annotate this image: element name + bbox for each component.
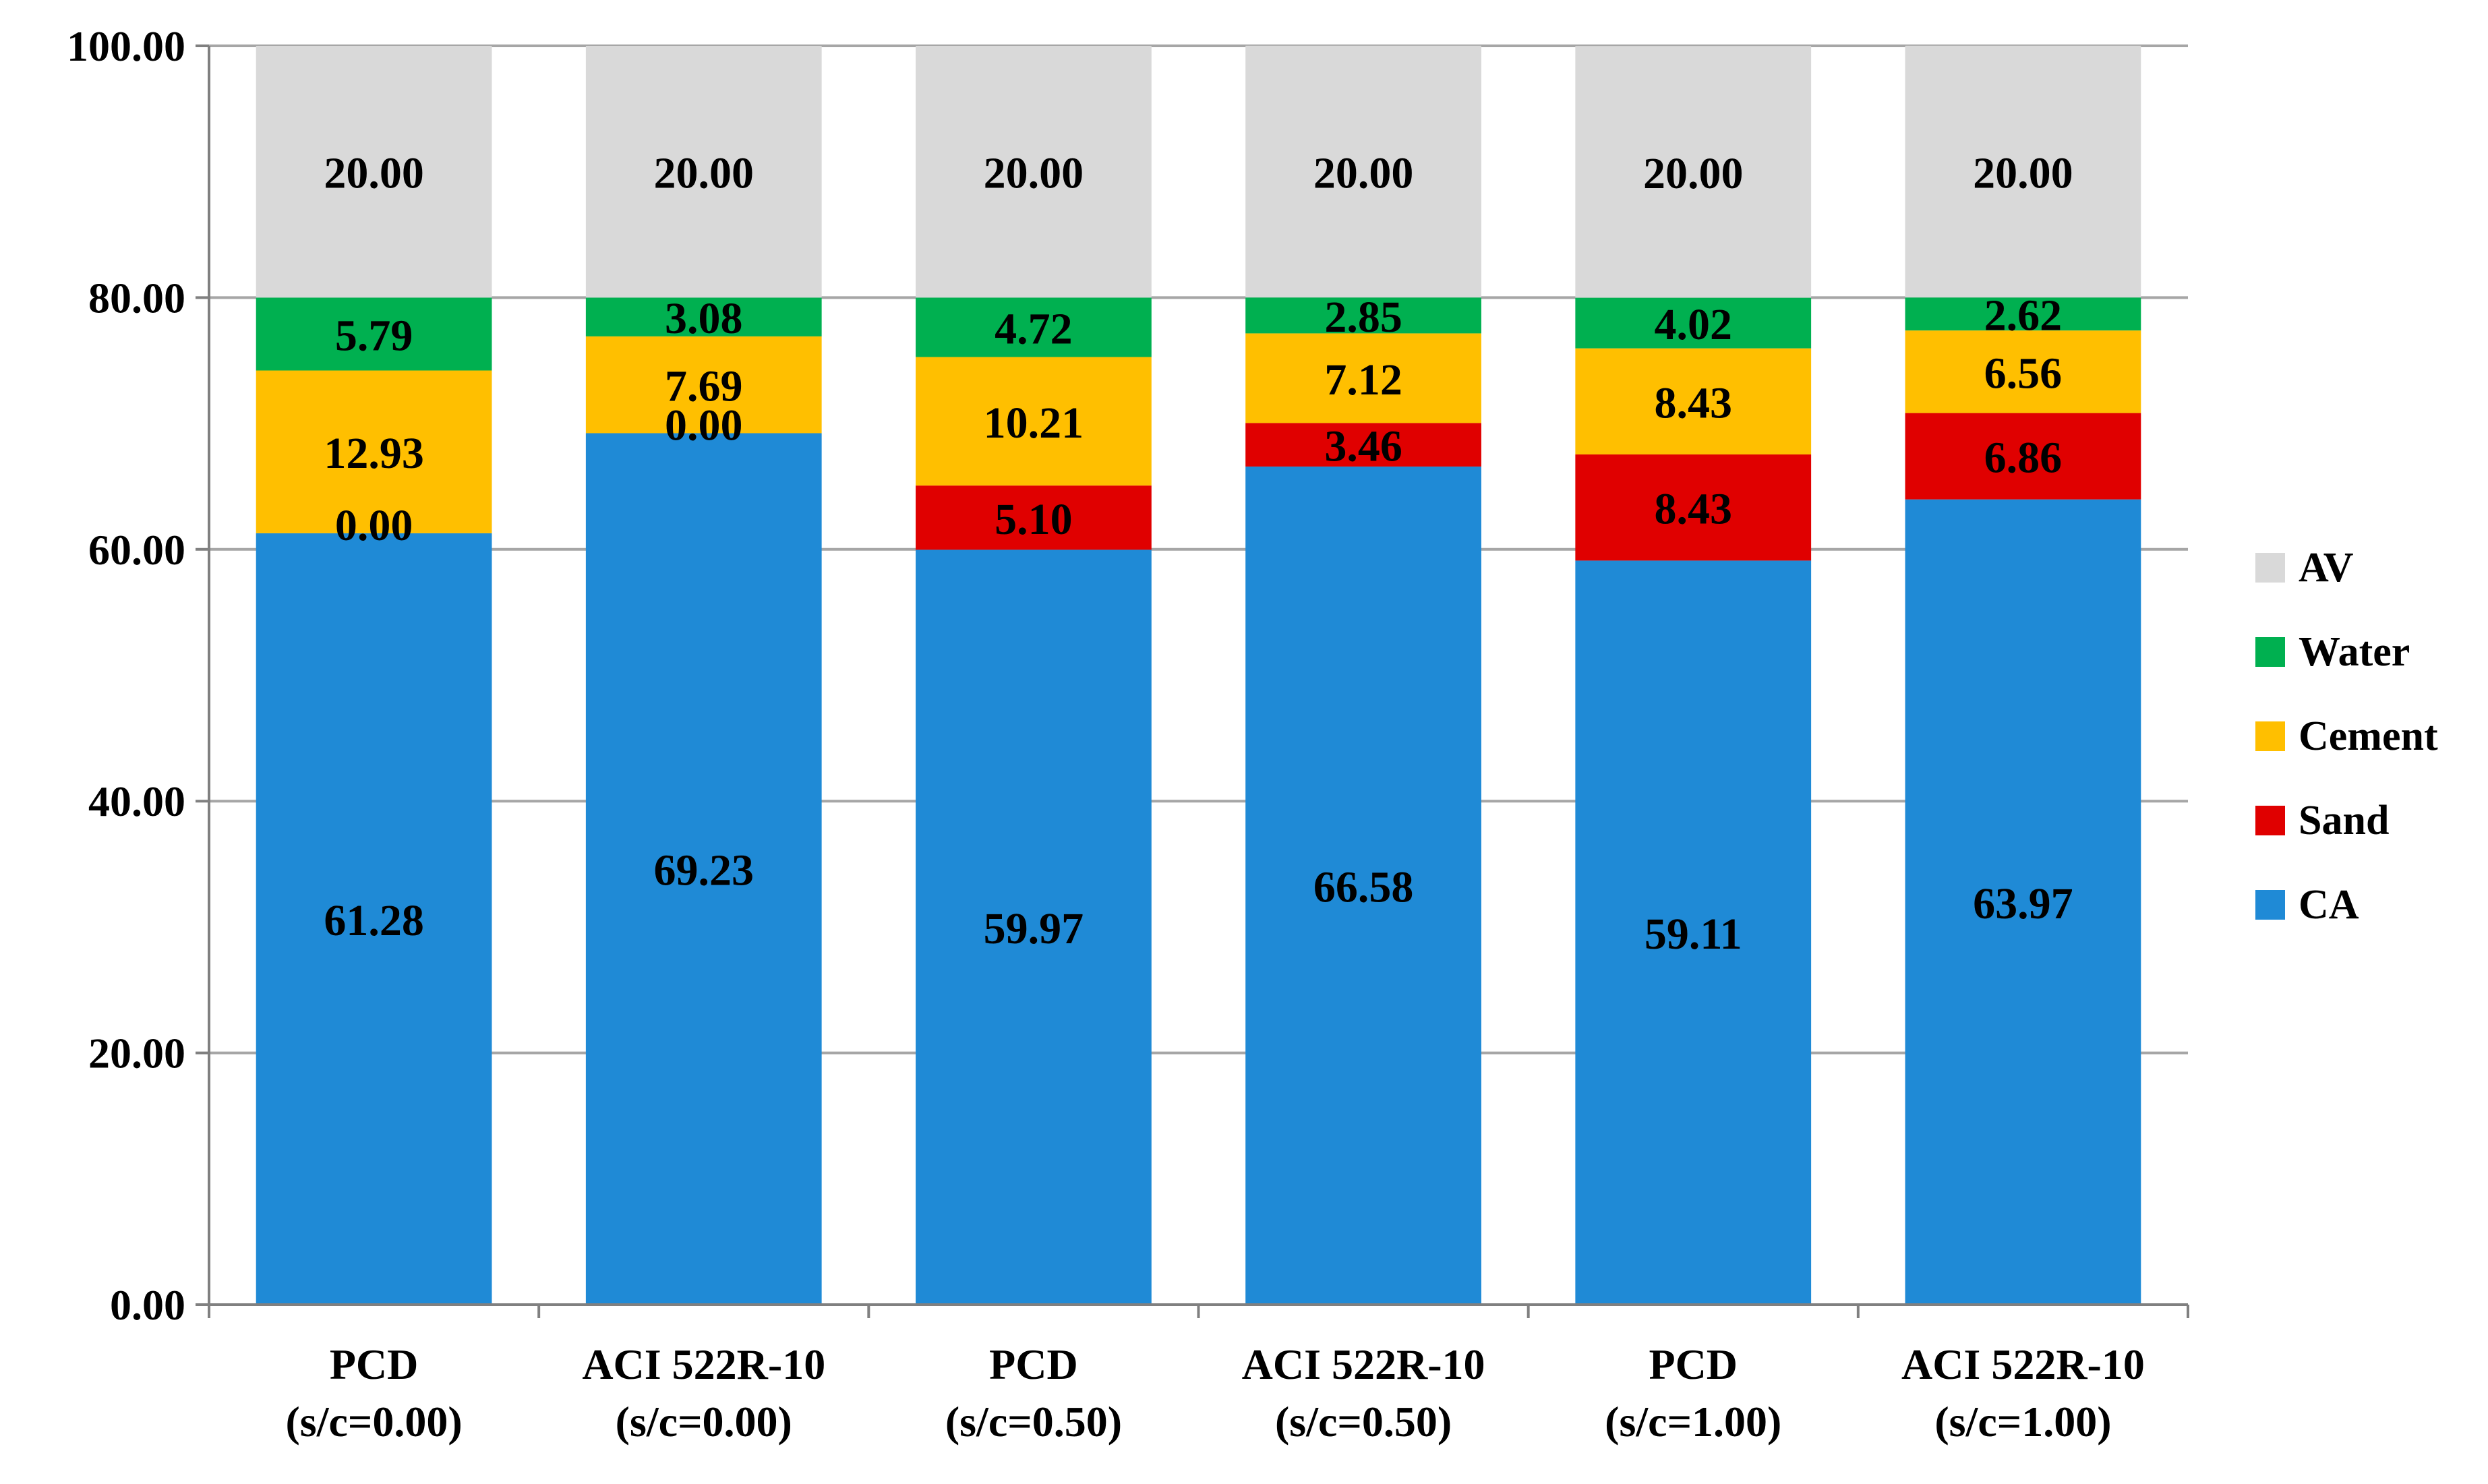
y-tick-label: 80.00 bbox=[88, 274, 185, 322]
bar-segment-ca bbox=[916, 550, 1152, 1305]
data-label-ca: 61.28 bbox=[324, 896, 424, 945]
data-label-av: 20.00 bbox=[654, 149, 754, 198]
bar-segment-sand bbox=[1245, 423, 1481, 467]
y-tick-label: 60.00 bbox=[88, 526, 185, 574]
data-label-sand: 8.43 bbox=[1655, 485, 1733, 534]
bar-segment-sand bbox=[916, 485, 1152, 550]
bar-segment-cement bbox=[1245, 333, 1481, 423]
data-label-water: 3.08 bbox=[665, 294, 743, 343]
x-tick-label-sub: (s/c=0.50) bbox=[1275, 1398, 1452, 1446]
bar-segment-water bbox=[1905, 297, 2141, 331]
data-label-cement: 10.21 bbox=[984, 398, 1084, 448]
y-tick-label: 20.00 bbox=[88, 1030, 185, 1077]
data-label-water: 2.85 bbox=[1324, 293, 1402, 342]
bar-segment-cement bbox=[916, 357, 1152, 486]
data-label-cement: 6.56 bbox=[1984, 349, 2063, 398]
legend-swatch-av bbox=[2255, 553, 2285, 583]
bar-segment-water bbox=[916, 297, 1152, 357]
legend: AV Water Cement Sand CA bbox=[2255, 545, 2438, 928]
x-tick-label-sub: (s/c=0.50) bbox=[945, 1398, 1122, 1446]
data-label-cement: 7.12 bbox=[1324, 355, 1402, 405]
data-label-water: 4.72 bbox=[995, 304, 1073, 353]
data-label-water: 2.62 bbox=[1984, 291, 2063, 340]
data-label-ca: 63.97 bbox=[1973, 879, 2073, 928]
bar-segment-water bbox=[1245, 297, 1481, 334]
bars bbox=[256, 45, 2141, 1305]
legend-label-ca: CA bbox=[2299, 882, 2359, 928]
y-tick-label: 100.00 bbox=[67, 22, 185, 70]
bar-segment-av bbox=[585, 46, 822, 298]
legend-label-av: AV bbox=[2299, 545, 2354, 591]
y-tick-label: 40.00 bbox=[88, 777, 185, 825]
bar-segment-ca bbox=[256, 533, 492, 1305]
x-tick-label: PCD bbox=[1649, 1340, 1738, 1388]
bar-segment-water bbox=[256, 297, 492, 371]
legend-label-water: Water bbox=[2299, 629, 2410, 675]
data-label-water: 4.02 bbox=[1655, 300, 1733, 349]
bar-segment-av bbox=[1905, 45, 2141, 298]
bar-value-labels: 61.280.0012.935.7920.0069.230.007.693.08… bbox=[324, 149, 2073, 959]
bar-segment-av bbox=[256, 46, 492, 298]
data-label-av: 20.00 bbox=[984, 149, 1084, 198]
x-tick-label: PCD bbox=[330, 1340, 419, 1388]
data-label-sand: 0.00 bbox=[665, 400, 743, 450]
bar-segment-water bbox=[585, 297, 822, 336]
legend-swatch-water bbox=[2255, 637, 2285, 667]
data-label-cement: 12.93 bbox=[324, 429, 424, 478]
bar-segment-ca bbox=[585, 433, 822, 1305]
bar-segment-water bbox=[1575, 297, 1812, 349]
data-label-av: 20.00 bbox=[1643, 149, 1744, 198]
bar-segment-cement bbox=[585, 336, 822, 434]
bar-segment-cement bbox=[1905, 330, 2141, 413]
x-tick-label: ACI 522R-10 bbox=[582, 1340, 825, 1388]
bar-segment-sand bbox=[1575, 454, 1812, 561]
data-label-av: 20.00 bbox=[1973, 149, 2073, 198]
data-label-ca: 59.11 bbox=[1645, 910, 1742, 959]
data-label-ca: 59.97 bbox=[984, 904, 1084, 953]
legend-label-cement: Cement bbox=[2299, 713, 2438, 759]
data-label-sand: 3.46 bbox=[1324, 422, 1402, 471]
legend-swatch-sand bbox=[2255, 806, 2285, 835]
bar-segment-cement bbox=[256, 370, 492, 533]
legend-swatch-ca bbox=[2255, 890, 2285, 920]
legend-swatch-cement bbox=[2255, 721, 2285, 751]
data-label-av: 20.00 bbox=[1313, 149, 1414, 198]
x-tick-label: PCD bbox=[989, 1340, 1078, 1388]
bar-segment-av bbox=[1575, 46, 1812, 298]
x-tick-label-sub: (s/c=0.00) bbox=[616, 1398, 792, 1446]
bar-segment-cement bbox=[1575, 348, 1812, 455]
legend-label-sand: Sand bbox=[2299, 798, 2389, 843]
x-tick-label-sub: (s/c=1.00) bbox=[1934, 1398, 2111, 1446]
x-tick-label: ACI 522R-10 bbox=[1901, 1340, 2145, 1388]
bar-segment-ca bbox=[1575, 560, 1812, 1305]
y-tick-label: 0.00 bbox=[110, 1281, 185, 1329]
data-label-ca: 66.58 bbox=[1313, 862, 1414, 912]
bar-segment-ca bbox=[1245, 466, 1481, 1305]
bar-segment-av bbox=[916, 46, 1152, 298]
data-label-sand: 5.10 bbox=[995, 495, 1073, 544]
data-label-ca: 69.23 bbox=[654, 846, 754, 895]
data-label-cement: 7.69 bbox=[665, 362, 743, 411]
data-label-water: 5.79 bbox=[335, 311, 413, 360]
data-label-sand: 6.86 bbox=[1984, 434, 2063, 483]
x-tick-label-sub: (s/c=1.00) bbox=[1605, 1398, 1781, 1446]
bar-segment-av bbox=[1245, 45, 1481, 298]
x-tick-label-sub: (s/c=0.00) bbox=[285, 1398, 462, 1446]
data-label-sand: 0.00 bbox=[335, 501, 413, 550]
axes: 0.00 20.00 40.00 60.00 80.00 100.00 PCD (s/c=0.… bbox=[67, 22, 2189, 1446]
gridlines bbox=[209, 44, 2188, 1055]
bar-segment-ca bbox=[1905, 499, 2141, 1305]
data-label-cement: 8.43 bbox=[1655, 378, 1733, 427]
bar-segment-sand bbox=[1905, 413, 2141, 500]
data-label-av: 20.00 bbox=[324, 149, 424, 198]
x-tick-label: ACI 522R-10 bbox=[1242, 1340, 1485, 1388]
